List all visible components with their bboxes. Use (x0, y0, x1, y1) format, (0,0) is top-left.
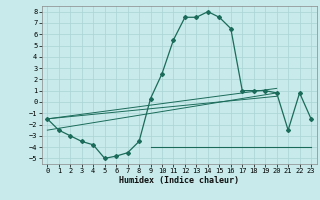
X-axis label: Humidex (Indice chaleur): Humidex (Indice chaleur) (119, 176, 239, 185)
